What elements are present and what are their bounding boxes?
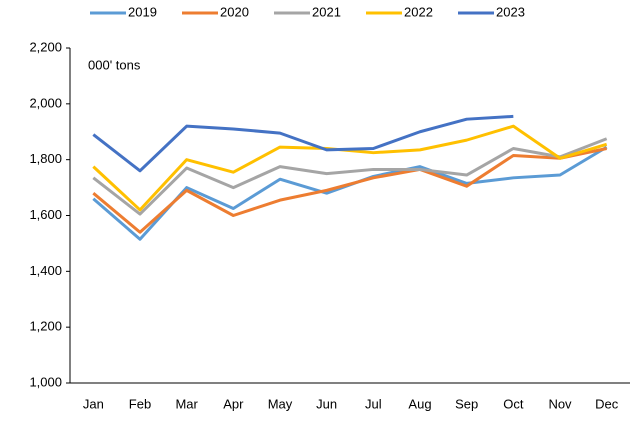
x-tick-label: Apr: [223, 396, 244, 411]
annotation: 000' tons: [88, 57, 141, 72]
line-series: [92, 147, 607, 234]
legend-label: 2021: [312, 4, 341, 19]
y-tick-label: 2,000: [29, 95, 62, 110]
x-tick-label: Jan: [83, 396, 104, 411]
x-tick-label: May: [268, 396, 293, 411]
legend-label: 2019: [128, 4, 157, 19]
x-tick-label: Mar: [175, 396, 198, 411]
y-tick-label: 2,200: [29, 39, 62, 54]
x-tick-label: Aug: [408, 396, 431, 411]
x-tick-label: Feb: [129, 396, 151, 411]
x-tick-label: Jun: [316, 396, 337, 411]
line-series: [92, 124, 608, 212]
y-tick-label: 1,400: [29, 263, 62, 278]
y-tick-label: 1,000: [29, 374, 62, 389]
line-series: [92, 137, 608, 216]
x-tick-label: Jul: [365, 396, 382, 411]
y-tick-label: 1,200: [29, 319, 62, 334]
y-tick-label: 1,800: [29, 151, 62, 166]
line-series: [92, 145, 608, 241]
legend-label: 2020: [220, 4, 249, 19]
x-tick-label: Sep: [455, 396, 478, 411]
legend-label: 2023: [496, 4, 525, 19]
legend-label: 2022: [404, 4, 433, 19]
x-tick-label: Nov: [548, 396, 572, 411]
x-tick-label: Oct: [503, 396, 524, 411]
y-tick-label: 1,600: [29, 207, 62, 222]
line-series: [92, 114, 514, 173]
x-tick-label: Dec: [595, 396, 619, 411]
